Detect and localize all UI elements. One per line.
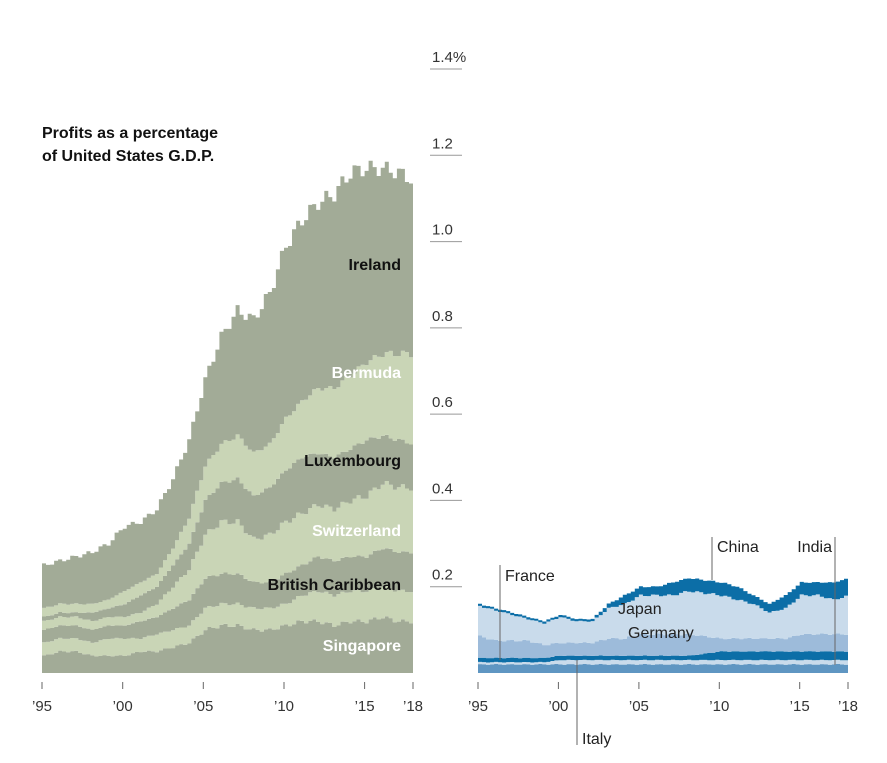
right-x-tick-label: ’10 — [709, 698, 729, 715]
right-area-france — [478, 578, 848, 624]
left-x-axis: ’95 ’00 ’05 ’10 ’15 ’18 — [32, 682, 423, 715]
left-x-tick-label: ’15 — [355, 698, 375, 715]
right-x-tick-label: ’05 — [629, 698, 649, 715]
chart-title-line: Profits as a percentage — [42, 125, 218, 142]
chart-title-line: of United States G.D.P. — [42, 148, 214, 165]
right-area-italy — [478, 664, 848, 673]
left-area-british-caribbean — [42, 586, 413, 657]
y-tick-label: 1.0 — [432, 222, 453, 239]
right-area-india — [478, 659, 848, 665]
y-tick-label: 0.8 — [432, 308, 453, 325]
right-stacked-area-chart — [478, 578, 848, 673]
left-x-tick-label: ’10 — [274, 698, 294, 715]
right-x-tick-label: ’95 — [468, 698, 488, 715]
left-stacked-area-chart — [42, 160, 413, 673]
y-axis: 0.2 0.4 0.6 0.8 1.0 1.2 1.4% — [430, 49, 466, 588]
left-x-tick-label: ’05 — [193, 698, 213, 715]
left-x-tick-label: ’95 — [32, 698, 52, 715]
left-area-luxembourg — [42, 481, 413, 630]
series-label-india: India — [797, 539, 832, 556]
left-area-netherlands — [42, 160, 413, 608]
y-tick-label: 0.6 — [432, 394, 453, 411]
right-area-germany — [478, 633, 848, 659]
left-x-tick-label: ’18 — [403, 698, 423, 715]
series-label-ireland: Ireland — [349, 257, 401, 274]
y-tick-label: 1.2 — [432, 135, 453, 152]
y-tick-label: 0.2 — [432, 567, 453, 584]
right-x-tick-label: ’00 — [548, 698, 568, 715]
y-tick-label: 1.4% — [432, 49, 466, 66]
right-area-china — [478, 651, 848, 663]
right-x-axis: ’95 ’00 ’05 ’10 ’15 ’18 — [468, 682, 858, 715]
left-area-switzerland — [42, 548, 413, 643]
right-x-tick-label: ’15 — [790, 698, 810, 715]
right-x-tick-label: ’18 — [838, 698, 858, 715]
chart-title: Profits as a percentage of United States … — [42, 125, 218, 165]
left-area-bermuda — [42, 434, 413, 621]
left-x-tick-label: ’00 — [113, 698, 133, 715]
left-area-singapore — [42, 616, 413, 673]
series-label-luxembourg: Luxembourg — [304, 453, 401, 470]
left-area-ireland — [42, 350, 413, 617]
series-label-british-caribbean: British Caribbean — [268, 577, 401, 594]
right-series-labels: Germany Japan Italy India China France — [499, 537, 836, 748]
series-label-japan: Japan — [618, 601, 662, 618]
left-series-labels: Singapore British Caribbean Switzerland Lux… — [268, 125, 401, 655]
series-label-italy: Italy — [582, 731, 611, 748]
series-label-france: France — [505, 568, 555, 585]
series-label-germany: Germany — [628, 625, 694, 642]
series-label-china: China — [717, 539, 759, 556]
series-label-bermuda: Bermuda — [332, 365, 401, 382]
series-label-singapore: Singapore — [323, 638, 401, 655]
y-tick-label: 0.4 — [432, 480, 453, 497]
series-label-netherlands: Netherlands — [309, 125, 402, 142]
series-label-switzerland: Switzerland — [312, 523, 401, 540]
